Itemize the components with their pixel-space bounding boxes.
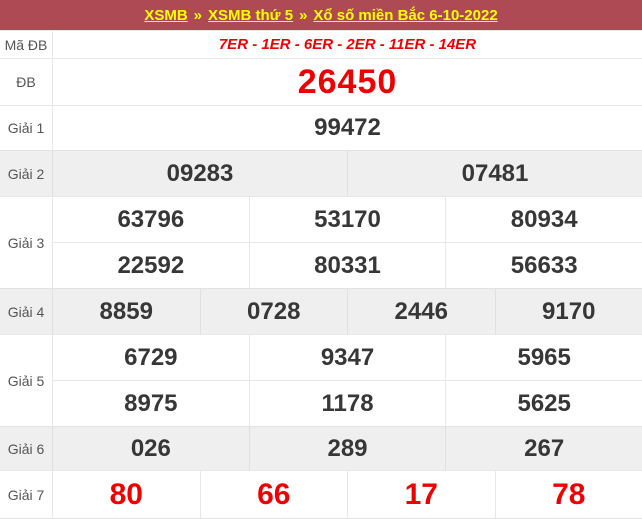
prize-number: 9347 (248, 335, 446, 380)
prize-number: 2446 (347, 289, 495, 334)
prize-number: 6729 (124, 343, 178, 371)
prize-number: 09283 (166, 159, 234, 187)
breadcrumb-link-xsmb-thu-5[interactable]: XSMB thứ 5 (208, 6, 294, 24)
prize-number: 07481 (347, 151, 642, 196)
special-code-value: 7ER - 1ER - 6ER - 2ER - 11ER - 14ER (218, 36, 477, 53)
row-label-prize-6: Giải 6 (7, 440, 45, 457)
breadcrumb: XSMB » XSMB thứ 5 » Xổ số miền Bắc 6-10-… (0, 0, 642, 30)
prize-number: 80331 (248, 243, 446, 288)
prize-number: 289 (248, 427, 446, 470)
prize-number: 80 (109, 477, 143, 511)
row-prize-7: Giải 7 80 66 17 78 (0, 470, 642, 519)
prize-number: 78 (494, 471, 642, 518)
row-prize-2: Giải 2 09283 07481 (0, 150, 642, 196)
row-special-code: Mã ĐB 7ER - 1ER - 6ER - 2ER - 11ER - 14E… (0, 30, 642, 58)
prize-number: 80934 (445, 197, 642, 242)
row-prize-5: Giải 5 6729 9347 5965 8975 1178 5625 (0, 334, 642, 426)
prize-number: 22592 (117, 251, 185, 279)
row-prize-6: Giải 6 026 289 267 (0, 426, 642, 470)
prize-number: 5625 (445, 381, 642, 426)
row-label-prize-1: Giải 1 (7, 120, 45, 136)
prize-number: 17 (347, 471, 495, 518)
row-prize-1: Giải 1 99472 (0, 105, 642, 150)
prize-number: 8975 (124, 389, 178, 417)
jackpot-number: 26450 (297, 62, 398, 101)
prize-number: 1178 (248, 381, 446, 426)
prize-number: 9170 (494, 289, 642, 334)
prize-number: 56633 (445, 243, 642, 288)
row-jackpot: ĐB 26450 (0, 58, 642, 105)
row-label-ma-db: Mã ĐB (4, 36, 48, 53)
row-prize-4: Giải 4 8859 0728 2446 9170 (0, 288, 642, 334)
row-label-prize-7: Giải 7 (7, 486, 45, 503)
prize-number: 8859 (99, 297, 153, 325)
row-prize-3: Giải 3 63796 53170 80934 22592 80331 566… (0, 196, 642, 288)
row-label-db: ĐB (16, 74, 36, 90)
row-label-prize-2: Giải 2 (7, 165, 45, 182)
row-label-prize-5: Giải 5 (7, 372, 45, 389)
prize-number: 99472 (314, 114, 381, 141)
row-label-prize-4: Giải 4 (7, 303, 45, 320)
row-label-prize-3: Giải 3 (7, 234, 45, 251)
prize-number: 66 (199, 471, 348, 518)
prize-number: 5965 (445, 335, 642, 380)
prize-number: 0728 (199, 289, 348, 334)
breadcrumb-link-date[interactable]: Xổ số miền Bắc 6-10-2022 (313, 6, 498, 24)
prize-number: 63796 (117, 205, 185, 233)
breadcrumb-separator: » (299, 6, 308, 24)
prize-number: 53170 (248, 197, 446, 242)
prize-number: 267 (445, 427, 642, 470)
breadcrumb-link-xsmb[interactable]: XSMB (144, 6, 188, 24)
breadcrumb-separator: » (193, 6, 203, 24)
prize-number: 026 (130, 434, 171, 462)
